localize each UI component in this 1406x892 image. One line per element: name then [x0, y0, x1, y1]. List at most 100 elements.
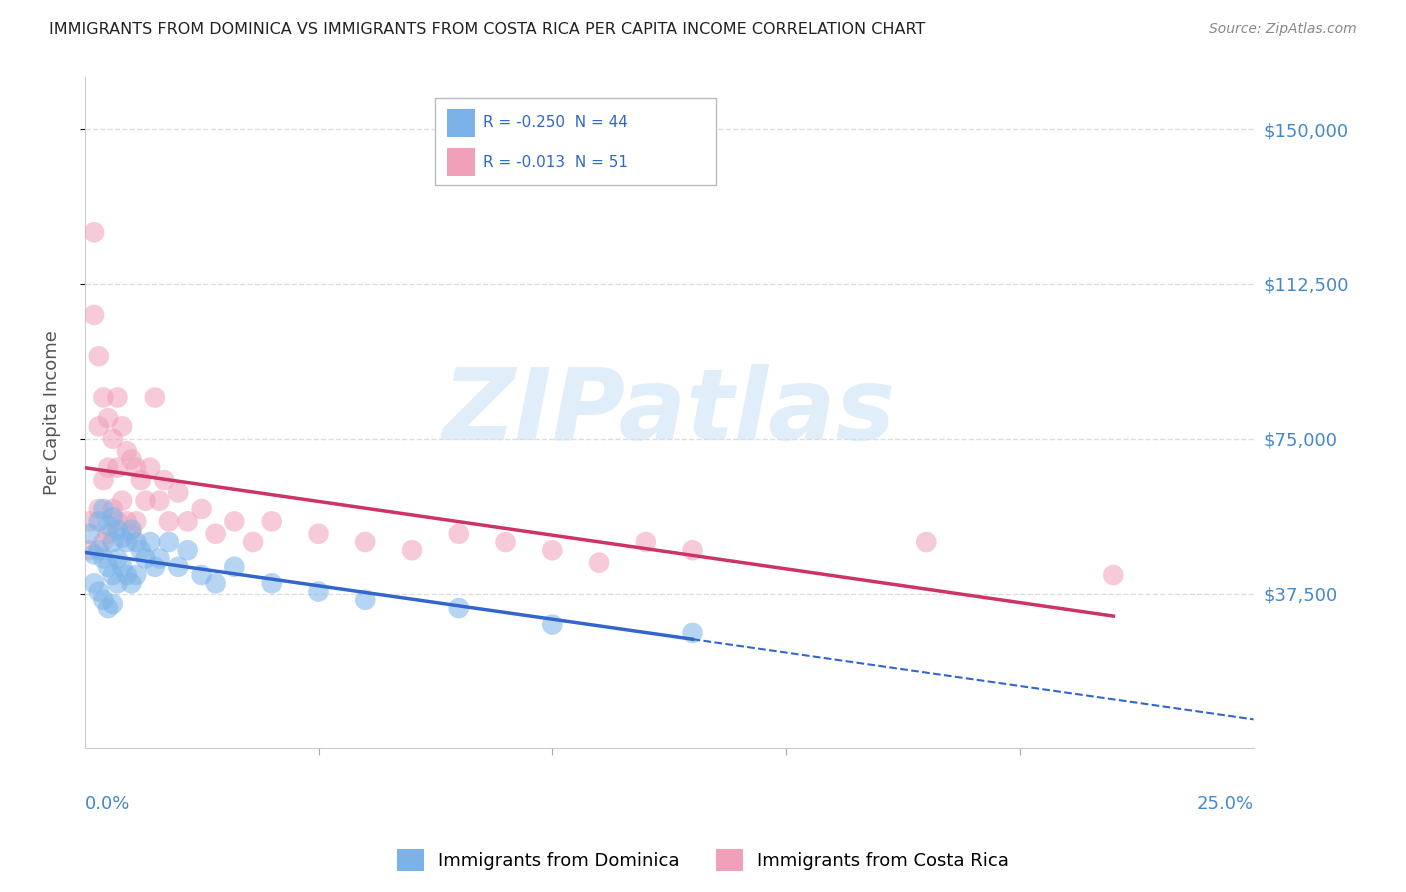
Point	[541, 543, 564, 558]
Y-axis label: Per Capita Income: Per Capita Income	[44, 331, 60, 495]
Point	[101, 535, 124, 549]
Point	[93, 535, 115, 549]
Point	[83, 548, 105, 562]
Point	[260, 514, 283, 528]
Point	[79, 543, 101, 558]
Point	[111, 559, 134, 574]
Point	[495, 535, 517, 549]
Point	[87, 514, 110, 528]
Point	[87, 419, 110, 434]
Point	[242, 535, 264, 549]
Point	[87, 584, 110, 599]
Point	[139, 460, 162, 475]
Point	[115, 535, 138, 549]
Point	[111, 419, 134, 434]
Point	[93, 592, 115, 607]
Point	[260, 576, 283, 591]
Point	[101, 510, 124, 524]
Point	[107, 551, 129, 566]
Point	[111, 531, 134, 545]
Point	[176, 514, 198, 528]
Text: 25.0%: 25.0%	[1197, 796, 1254, 814]
Point	[97, 518, 120, 533]
Point	[634, 535, 657, 549]
Point	[125, 460, 148, 475]
Point	[134, 493, 156, 508]
Point	[541, 617, 564, 632]
Point	[107, 460, 129, 475]
Point	[97, 601, 120, 615]
Point	[97, 559, 120, 574]
Point	[87, 349, 110, 363]
Point	[101, 432, 124, 446]
Point	[93, 391, 115, 405]
Point	[121, 523, 143, 537]
Point	[148, 493, 170, 508]
Point	[107, 391, 129, 405]
Point	[101, 502, 124, 516]
Point	[157, 535, 180, 549]
Point	[224, 514, 246, 528]
Point	[204, 526, 226, 541]
Point	[83, 308, 105, 322]
Text: IMMIGRANTS FROM DOMINICA VS IMMIGRANTS FROM COSTA RICA PER CAPITA INCOME CORRELA: IMMIGRANTS FROM DOMINICA VS IMMIGRANTS F…	[49, 22, 925, 37]
Point	[97, 460, 120, 475]
Point	[401, 543, 423, 558]
Point	[190, 502, 212, 516]
Point	[190, 568, 212, 582]
Point	[129, 543, 152, 558]
Point	[143, 391, 166, 405]
Point	[176, 543, 198, 558]
Point	[125, 568, 148, 582]
Point	[167, 559, 190, 574]
Point	[682, 625, 704, 640]
Point	[93, 502, 115, 516]
Point	[129, 473, 152, 487]
Point	[107, 576, 129, 591]
Point	[83, 576, 105, 591]
Point	[107, 523, 129, 537]
Point	[447, 526, 470, 541]
Point	[115, 444, 138, 458]
Point	[83, 225, 105, 239]
Point	[308, 584, 330, 599]
Point	[79, 526, 101, 541]
Point	[87, 502, 110, 516]
Point	[97, 526, 120, 541]
Point	[115, 514, 138, 528]
Point	[148, 551, 170, 566]
Point	[447, 601, 470, 615]
Point	[125, 535, 148, 549]
Point	[134, 551, 156, 566]
Point	[121, 452, 143, 467]
Point	[125, 514, 148, 528]
Point	[224, 559, 246, 574]
Point	[588, 556, 610, 570]
Point	[204, 576, 226, 591]
Point	[153, 473, 176, 487]
Point	[167, 485, 190, 500]
Point	[915, 535, 938, 549]
Point	[97, 411, 120, 425]
Point	[121, 576, 143, 591]
Point	[79, 514, 101, 528]
Point	[111, 493, 134, 508]
Point	[354, 592, 377, 607]
Point	[115, 568, 138, 582]
Point	[308, 526, 330, 541]
Point	[143, 559, 166, 574]
Legend: Immigrants from Dominica, Immigrants from Costa Rica: Immigrants from Dominica, Immigrants fro…	[389, 842, 1017, 879]
Point	[354, 535, 377, 549]
Point	[101, 597, 124, 611]
Point	[93, 551, 115, 566]
Point	[1102, 568, 1125, 582]
Point	[107, 514, 129, 528]
Point	[101, 568, 124, 582]
Point	[682, 543, 704, 558]
Text: ZIPatlas: ZIPatlas	[443, 365, 896, 461]
Text: 0.0%: 0.0%	[84, 796, 131, 814]
Point	[93, 473, 115, 487]
Point	[121, 526, 143, 541]
Point	[139, 535, 162, 549]
Point	[87, 543, 110, 558]
